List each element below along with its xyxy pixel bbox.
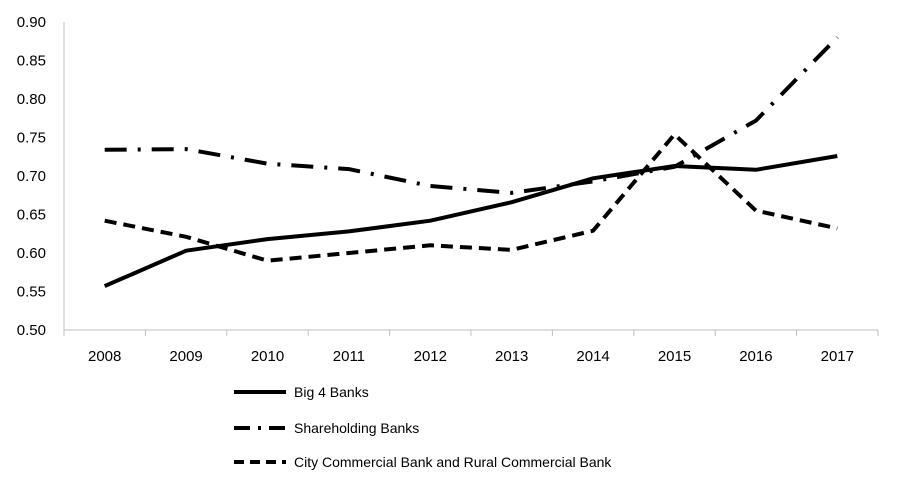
legend: Big 4 Banks Shareholding Banks City Commer… xyxy=(234,384,612,470)
x-axis-ticks: 2008 2009 2010 2011 2012 2013 2014 2015 2016 2017 xyxy=(63,330,879,365)
legend-label-1: Big 4 Banks xyxy=(294,384,369,400)
y-tick-label: 0.65 xyxy=(17,207,46,224)
y-tick-label: 0.50 xyxy=(17,322,46,339)
series-line-1 xyxy=(103,154,838,288)
x-tick-label: 2008 xyxy=(88,348,121,365)
x-tick-label: 2017 xyxy=(821,348,854,365)
series-lines xyxy=(103,36,839,288)
legend-label-3: City Commercial Bank and Rural Commercia… xyxy=(294,454,612,470)
y-tick-label: 0.75 xyxy=(17,130,46,147)
series-line-3 xyxy=(104,132,838,263)
series-line-2 xyxy=(104,36,839,195)
x-tick-label: 2014 xyxy=(576,348,609,365)
x-tick-label: 2009 xyxy=(169,348,202,365)
x-tick-label: 2013 xyxy=(495,348,528,365)
y-tick-label: 0.55 xyxy=(17,284,46,301)
y-tick-label: 0.70 xyxy=(17,168,46,185)
x-tick-label: 2012 xyxy=(414,348,447,365)
legend-label-2: Shareholding Banks xyxy=(294,420,419,436)
x-tick-label: 2016 xyxy=(739,348,772,365)
y-tick-label: 0.90 xyxy=(17,14,46,31)
y-tick-label: 0.85 xyxy=(17,53,46,70)
y-axis-ticks: 0.50 0.55 0.60 0.65 0.70 0.75 0.80 0.85 0.90 xyxy=(17,14,46,339)
chart-axes xyxy=(63,22,878,331)
x-tick-label: 2011 xyxy=(333,348,365,365)
y-tick-label: 0.80 xyxy=(17,91,46,108)
y-tick-label: 0.60 xyxy=(17,245,46,262)
x-tick-label: 2015 xyxy=(658,348,691,365)
x-tick-label: 2010 xyxy=(251,348,284,365)
